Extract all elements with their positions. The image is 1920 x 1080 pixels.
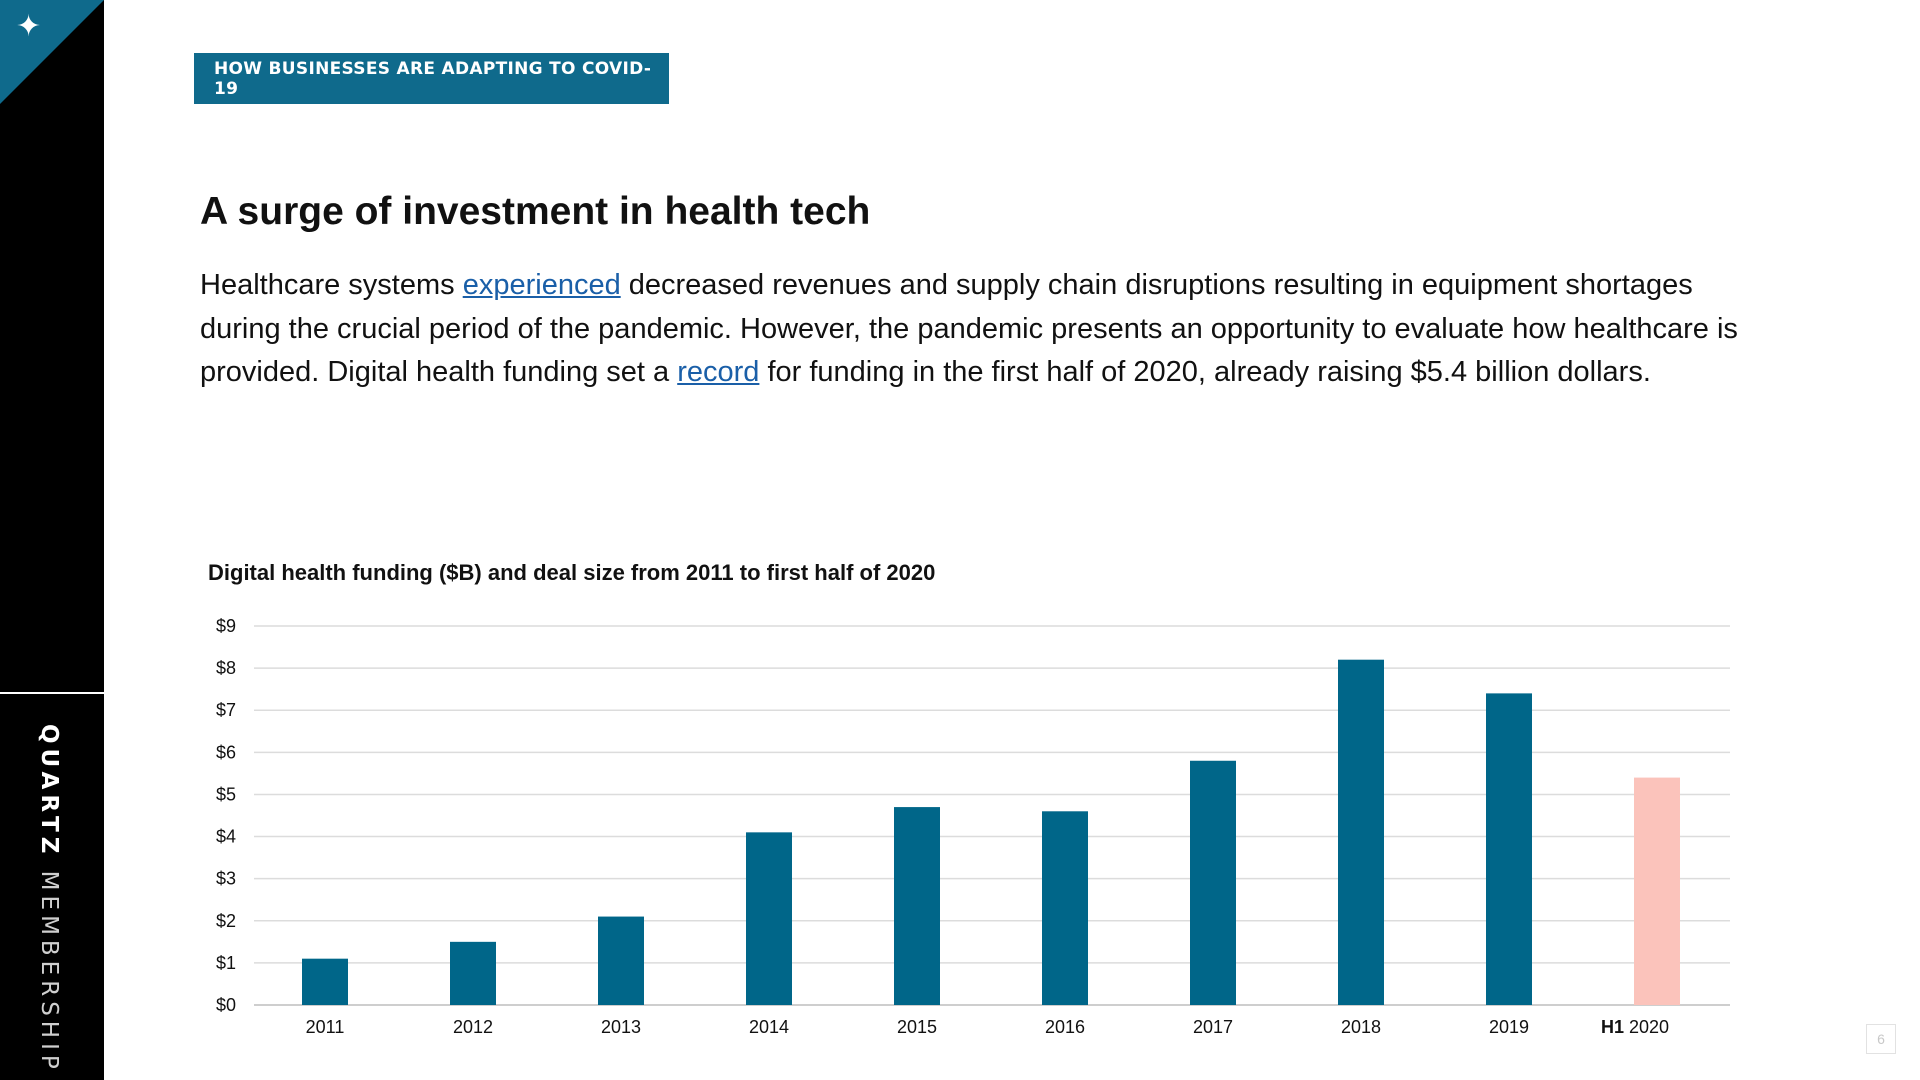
bar [1634,777,1680,1005]
x-tick-label: 2013 [601,1017,641,1037]
y-tick-label: $7 [216,700,236,720]
x-tick-label: 2015 [897,1017,937,1037]
x-tick-year: 2020 [1629,1017,1669,1037]
y-tick-label: $6 [216,742,236,762]
x-tick-label: 2014 [749,1017,789,1037]
x-tick-label: 2017 [1193,1017,1233,1037]
x-tick-label: 2011 [306,1017,345,1037]
body-text-3: for funding in the first half of 2020, a… [759,356,1651,388]
sidebar: ✦ QUARTZ MEMBERSHIP [0,0,104,1080]
x-tick-label: 2019 [1489,1017,1529,1037]
x-tick-label: 2016 [1045,1017,1085,1037]
body-text-1: Healthcare systems [200,269,463,301]
y-tick-label: $0 [216,995,236,1015]
bar [1486,693,1532,1005]
x-tick-label: H1 2020 [1601,1017,1669,1037]
bar [894,807,940,1005]
experienced-link[interactable]: experienced [462,269,621,301]
y-tick-label: $4 [216,827,236,847]
x-tick-prefix: H1 [1601,1017,1629,1037]
brand-bold: QUARTZ [36,724,62,859]
record-link[interactable]: record [677,356,760,388]
star-icon: ✦ [16,9,42,44]
x-tick-label: 2012 [453,1017,493,1037]
bar [302,958,348,1005]
bar [1338,659,1384,1005]
body-paragraph: Healthcare systems experienced decreased… [200,264,1740,395]
y-tick-label: $3 [216,869,236,889]
body-text-2: decreased revenues and supply chain disr… [200,269,1738,388]
bar [746,832,792,1005]
bar [1042,811,1088,1005]
chart-title: Digital health funding ($B) and deal siz… [208,560,936,585]
y-tick-label: $5 [216,784,236,804]
x-tick-label: 2018 [1341,1017,1381,1037]
y-tick-label: $1 [216,953,236,973]
y-tick-label: $2 [216,911,236,931]
section-badge: HOW BUSINESSES ARE ADAPTING TO COVID-19 [194,53,669,104]
bar [1190,760,1236,1005]
bar [598,916,644,1005]
page-number: 6 [1866,1024,1896,1054]
bar [450,941,496,1005]
brand-wordmark: QUARTZ MEMBERSHIP [36,724,62,1074]
funding-bar-chart: $0 $1 $2 $3 $4 $5 $6 $7 $8 $9 2011 2012 2013 2014 2015… [216,616,1730,1037]
page-title: A surge of investment in health tech [200,190,871,233]
y-tick-label: $9 [216,616,236,636]
y-tick-label: $8 [216,658,236,678]
sidebar-divider [0,692,104,694]
brand-light: MEMBERSHIP [36,858,62,1074]
corner-accent [0,0,104,104]
